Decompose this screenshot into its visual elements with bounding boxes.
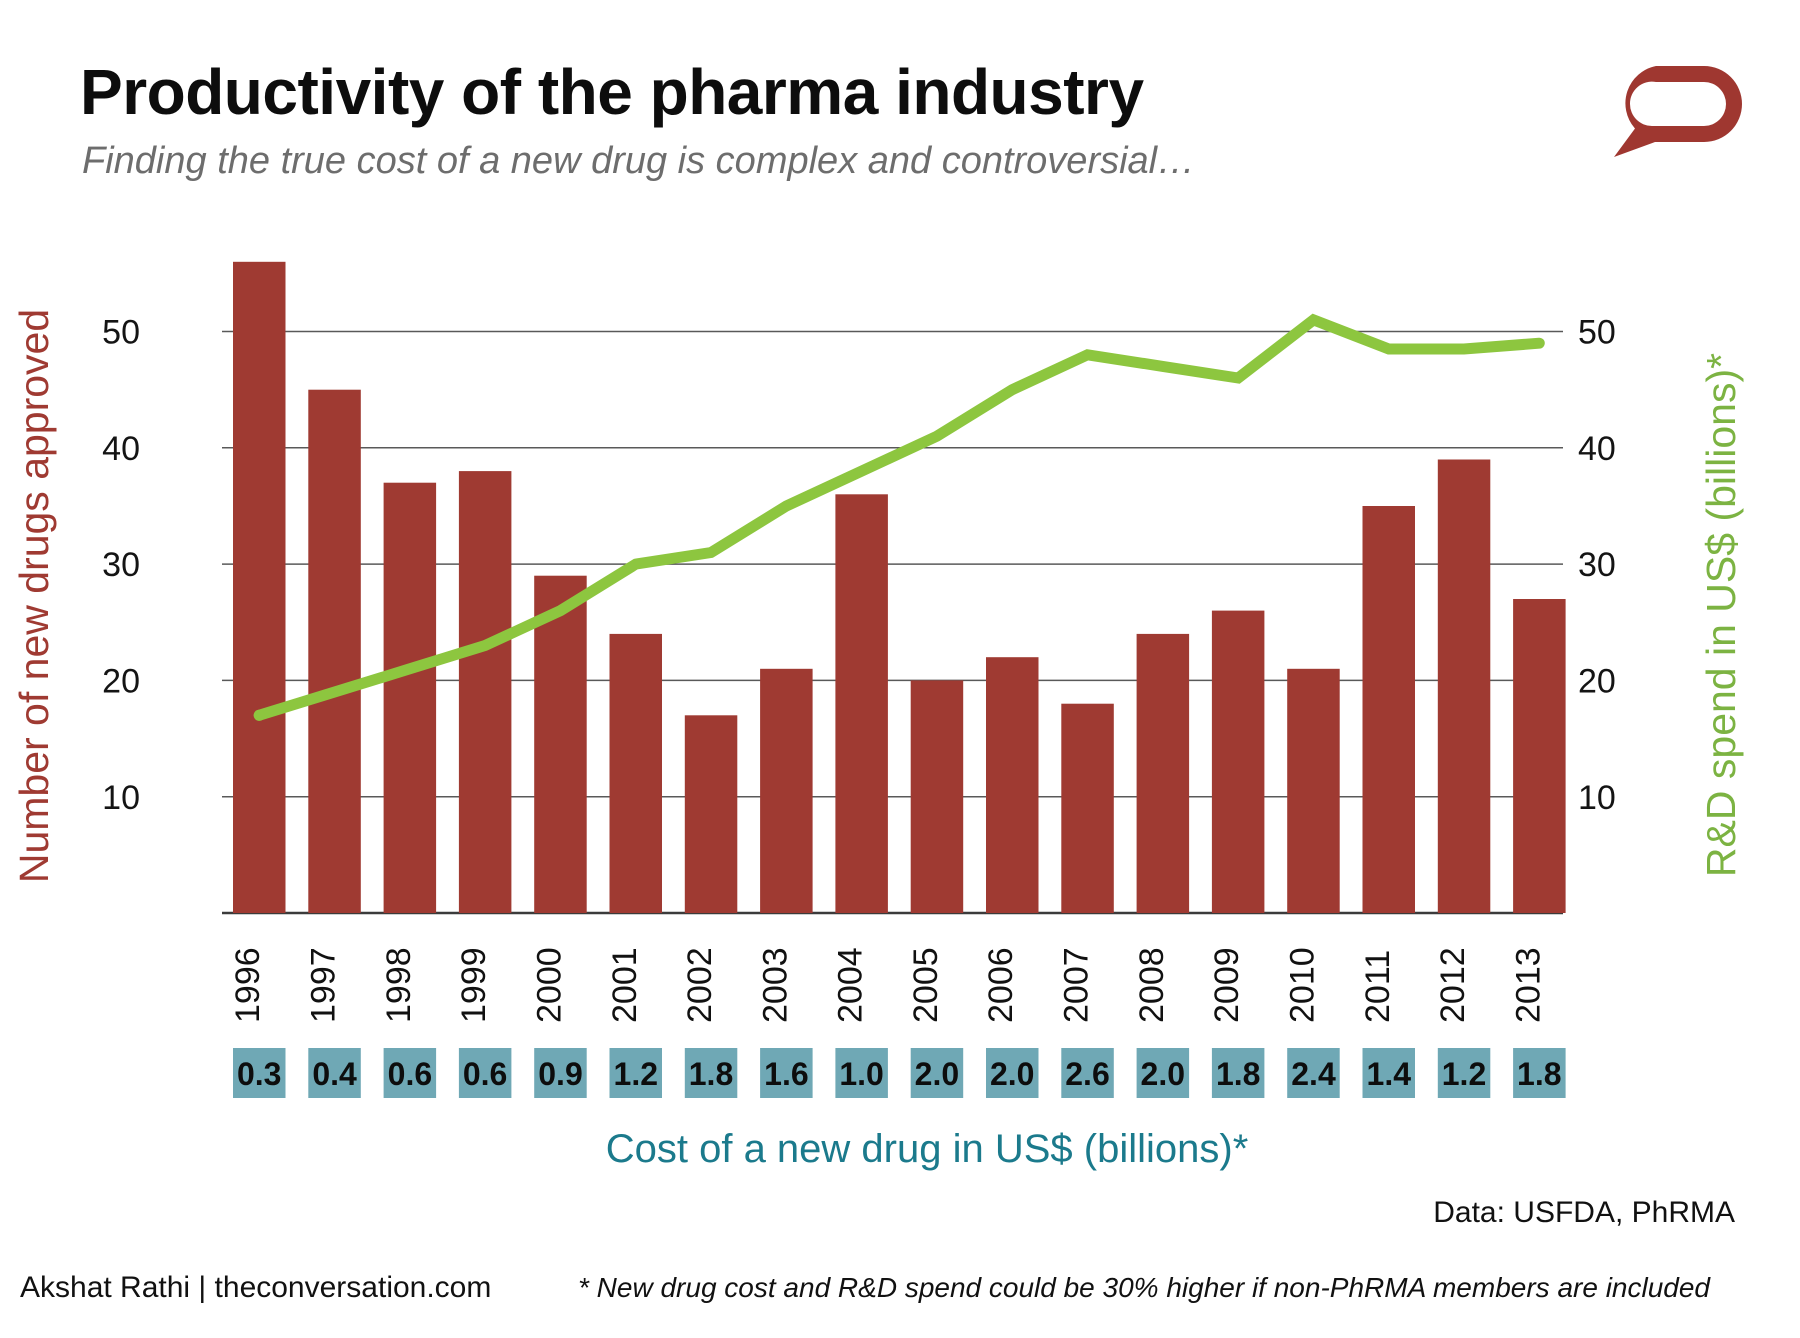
- svg-text:1.6: 1.6: [764, 1056, 808, 1092]
- svg-text:10: 10: [1578, 779, 1616, 817]
- svg-text:2005: 2005: [907, 947, 945, 1023]
- svg-text:2004: 2004: [832, 947, 870, 1023]
- svg-text:2002: 2002: [681, 947, 719, 1023]
- svg-text:20: 20: [1578, 663, 1616, 701]
- svg-text:2007: 2007: [1058, 947, 1096, 1023]
- svg-text:1.4: 1.4: [1367, 1056, 1412, 1092]
- svg-text:2001: 2001: [606, 947, 644, 1023]
- svg-text:1998: 1998: [380, 947, 418, 1023]
- svg-text:20: 20: [102, 663, 140, 701]
- svg-text:2009: 2009: [1208, 947, 1246, 1023]
- svg-text:1996: 1996: [229, 947, 267, 1023]
- svg-text:1.0: 1.0: [839, 1056, 883, 1092]
- svg-text:40: 40: [1578, 430, 1616, 468]
- svg-text:2013: 2013: [1509, 947, 1547, 1023]
- svg-text:1.8: 1.8: [1517, 1056, 1561, 1092]
- svg-text:1999: 1999: [455, 947, 493, 1023]
- svg-text:0.3: 0.3: [237, 1056, 281, 1092]
- svg-text:2006: 2006: [982, 947, 1020, 1023]
- svg-text:0.6: 0.6: [388, 1056, 432, 1092]
- svg-text:2003: 2003: [756, 947, 794, 1023]
- svg-text:Number of new drugs approved: Number of new drugs approved: [11, 309, 57, 883]
- svg-text:2.0: 2.0: [990, 1056, 1034, 1092]
- svg-text:50: 50: [1578, 314, 1616, 352]
- svg-text:30: 30: [1578, 546, 1616, 584]
- svg-text:1.8: 1.8: [1216, 1056, 1260, 1092]
- svg-text:Data: USFDA, PhRMA: Data: USFDA, PhRMA: [1433, 1196, 1735, 1229]
- svg-text:1.8: 1.8: [689, 1056, 733, 1092]
- svg-text:2.4: 2.4: [1291, 1056, 1336, 1092]
- svg-text:0.6: 0.6: [463, 1056, 507, 1092]
- svg-text:30: 30: [102, 546, 140, 584]
- svg-text:1997: 1997: [305, 947, 343, 1023]
- svg-text:2.6: 2.6: [1065, 1056, 1109, 1092]
- svg-text:10: 10: [102, 779, 140, 817]
- svg-text:2.0: 2.0: [1141, 1056, 1185, 1092]
- svg-text:1.2: 1.2: [614, 1056, 658, 1092]
- svg-text:1.2: 1.2: [1442, 1056, 1486, 1092]
- svg-text:2012: 2012: [1434, 947, 1472, 1023]
- svg-text:2011: 2011: [1359, 950, 1397, 1023]
- svg-text:* New drug cost and R&D spend: * New drug cost and R&D spend could be 3…: [578, 1272, 1711, 1303]
- svg-text:0.9: 0.9: [538, 1056, 582, 1092]
- svg-text:Cost of a new drug in US$ (bil: Cost of a new drug in US$ (billions)*: [606, 1127, 1249, 1171]
- svg-text:0.4: 0.4: [312, 1056, 357, 1092]
- svg-text:R&D spend in US$ (billions)*: R&D spend in US$ (billions)*: [1698, 353, 1744, 877]
- svg-text:2000: 2000: [531, 947, 569, 1023]
- svg-text:50: 50: [102, 314, 140, 352]
- svg-text:40: 40: [102, 430, 140, 468]
- svg-text:2.0: 2.0: [915, 1056, 959, 1092]
- svg-text:Akshat Rathi | theconversation: Akshat Rathi | theconversation.com: [20, 1271, 491, 1304]
- svg-text:2010: 2010: [1284, 947, 1322, 1023]
- svg-text:2008: 2008: [1133, 947, 1171, 1023]
